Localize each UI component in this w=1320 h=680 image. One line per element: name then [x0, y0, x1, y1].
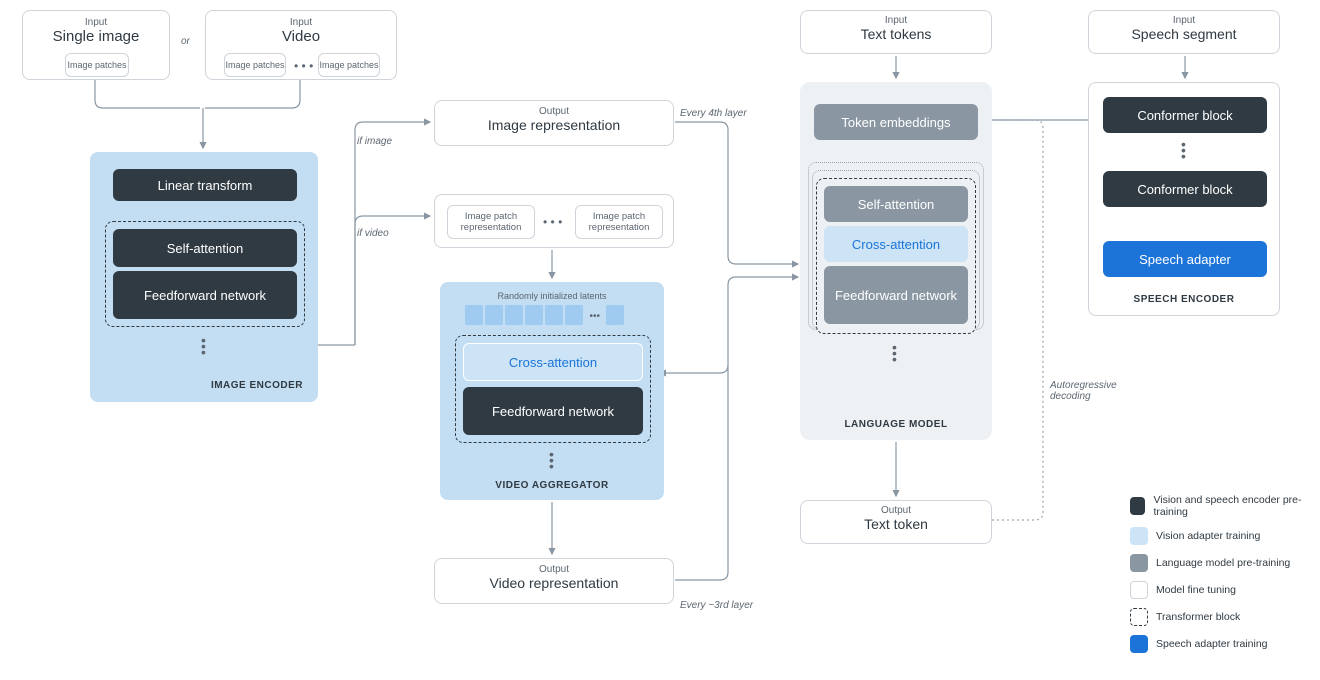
cross-attention-block: Cross-attention [463, 343, 643, 381]
legend-fine-tune: Model fine tuning [1156, 584, 1236, 596]
label: Input [1089, 15, 1279, 26]
title: Video representation [435, 575, 673, 591]
label: Input [206, 17, 396, 28]
linear-transform-block: Linear transform [113, 169, 297, 201]
patch-repr-chip-2: Image patch representation [575, 205, 663, 239]
legend-vision-adapter: Vision adapter training [1156, 530, 1260, 542]
if-image-label: if image [357, 136, 392, 147]
title: Video [206, 28, 396, 45]
input-video: Input Video Image patches • • • Image pa… [205, 10, 397, 80]
patch-repr-chip-1: Image patch representation [447, 205, 535, 239]
image-representation-output: Output Image representation [434, 100, 674, 146]
speech-encoder: Conformer block ••• Conformer block Spee… [1088, 82, 1280, 316]
image-encoder: Linear transform Self-attention Feedforw… [90, 152, 318, 402]
self-attention-block: Self-attention [113, 229, 297, 267]
caption: SPEECH ENCODER [1089, 294, 1279, 305]
caption: VIDEO AGGREGATOR [441, 480, 663, 491]
vdots-icon: ••• [1181, 141, 1186, 159]
title: Image representation [435, 117, 673, 133]
latent-squares: ••• [465, 305, 626, 330]
caption: LANGUAGE MODEL [800, 419, 992, 430]
label: Input [801, 15, 991, 26]
self-attention-block: Self-attention [824, 186, 968, 222]
text-token-output: Output Text token [800, 500, 992, 544]
ffn-block: Feedforward network [113, 271, 297, 319]
video-representation-output: Output Video representation [434, 558, 674, 604]
video-patches-chip-2: Image patches [318, 53, 380, 77]
patch-representation-box: Image patch representation • • • Image p… [434, 194, 674, 248]
ffn-block: Feedforward network [463, 387, 643, 435]
legend-vision-speech: Vision and speech encoder pre-training [1153, 494, 1310, 518]
token-embeddings-block: Token embeddings [814, 104, 978, 140]
title: Speech segment [1089, 26, 1279, 42]
vdots-icon: ••• [892, 344, 897, 362]
ffn-block: Feedforward network [824, 266, 968, 324]
conformer-block-2: Conformer block [1103, 171, 1267, 207]
caption: IMAGE ENCODER [211, 380, 303, 391]
if-video-label: if video [357, 228, 389, 239]
dots-icon: • • • [543, 215, 562, 229]
video-patches-chip-1: Image patches [224, 53, 286, 77]
title: Text token [801, 516, 991, 532]
input-single-image: Input Single image Image patches [22, 10, 170, 80]
dots-icon: • • • [294, 59, 313, 73]
legend: Vision and speech encoder pre-training V… [1130, 494, 1310, 662]
label: Output [435, 106, 673, 117]
input-text-tokens: Input Text tokens [800, 10, 992, 54]
every-3rd-label: Every ~3rd layer [680, 600, 753, 611]
language-model: Token embeddings Self-attention Cross-at… [800, 82, 992, 440]
conformer-block-1: Conformer block [1103, 97, 1267, 133]
label: Input [23, 17, 169, 28]
vdots-icon: ••• [549, 451, 554, 469]
input-speech-segment: Input Speech segment [1088, 10, 1280, 54]
video-aggregator: Randomly initialized latents ••• Cross-a… [440, 282, 664, 500]
or-label: or [181, 36, 190, 47]
legend-lm-pre: Language model pre-training [1156, 557, 1290, 569]
autoregressive-label: Autoregressive decoding [1050, 380, 1130, 402]
speech-adapter-block: Speech adapter [1103, 241, 1267, 277]
label: Output [435, 564, 673, 575]
latents-label: Randomly initialized latents [441, 291, 663, 301]
legend-transformer: Transformer block [1156, 611, 1240, 623]
legend-speech-adapter: Speech adapter training [1156, 638, 1268, 650]
title: Single image [23, 28, 169, 45]
label: Output [801, 505, 991, 516]
every-4th-label: Every 4th layer [680, 108, 747, 119]
title: Text tokens [801, 26, 991, 42]
cross-attention-block: Cross-attention [824, 226, 968, 262]
vdots-icon: ••• [201, 337, 206, 355]
image-patches-chip: Image patches [65, 53, 129, 77]
